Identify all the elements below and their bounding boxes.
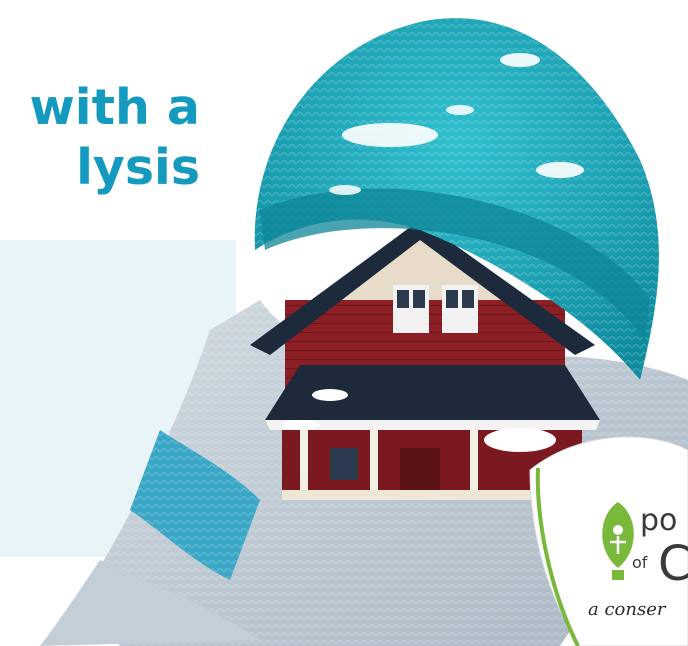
organization-logo: po of C a conser (529, 436, 688, 646)
knit-hat (254, 18, 659, 380)
logo-po: po (640, 503, 677, 538)
logo-of: of (632, 553, 648, 572)
headline-line-2: lysis (76, 139, 200, 196)
house (250, 215, 600, 500)
logo-tagline: a conser (588, 599, 667, 620)
leaf-bulb-icon (602, 502, 634, 580)
logo-c: C (658, 536, 688, 592)
page-headline: with a lysis (30, 78, 201, 198)
headline-line-1: with a (29, 79, 201, 136)
